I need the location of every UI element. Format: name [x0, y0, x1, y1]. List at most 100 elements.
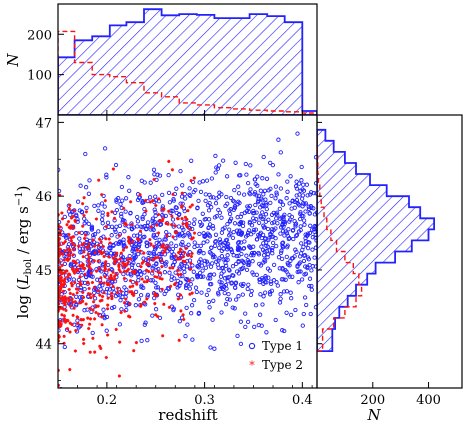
type2-point: [177, 338, 181, 342]
type1-point: [245, 319, 251, 325]
type1-point: [136, 251, 141, 257]
type1-point: [121, 240, 126, 245]
type1-point: [197, 219, 203, 225]
type1-point: [182, 269, 187, 275]
type2-point: [141, 260, 146, 264]
type2-point: [132, 349, 136, 353]
type2-point: [97, 237, 102, 241]
type1-point: [201, 274, 206, 279]
type1-point: [259, 244, 264, 249]
type1-point: [230, 305, 235, 310]
type1-point: [274, 279, 279, 285]
type1-point: [131, 244, 136, 249]
type1-point: [308, 311, 313, 317]
top-histogram-y-ticks: 100 200: [27, 28, 303, 115]
type1-point: [303, 264, 308, 269]
type2-point: [78, 275, 82, 279]
type1-point: [245, 258, 250, 263]
type2-point: [67, 232, 71, 237]
type1-point: [154, 267, 159, 273]
type2-point: [108, 241, 112, 245]
type1-point: [281, 214, 286, 219]
type2-point: [93, 251, 97, 255]
type2-point: [128, 290, 132, 294]
type1-point: [75, 283, 81, 288]
type1-point: [282, 221, 287, 226]
type1-point: [198, 243, 203, 249]
type1-point: [261, 294, 266, 299]
type1-point: [188, 282, 193, 287]
type2-point: [135, 237, 140, 241]
type1-point: [219, 215, 224, 220]
type1-point: [119, 307, 124, 312]
type1-point: [284, 254, 289, 260]
type2-point: [130, 223, 134, 227]
type1-point: [233, 280, 239, 285]
type1-point: [260, 302, 265, 307]
type1-point: [157, 251, 162, 257]
type1-point: [285, 179, 290, 184]
type2-point: [100, 193, 104, 197]
type1-point: [142, 212, 147, 217]
type2-point: [161, 334, 165, 338]
type2-point: [188, 227, 192, 231]
type1-point: [256, 198, 261, 203]
type1-point: [84, 219, 89, 224]
type1-point: [146, 250, 151, 256]
type1-point: [217, 279, 222, 284]
type1-point: [240, 220, 246, 225]
type1-point: [232, 285, 238, 290]
type1-point: [150, 218, 155, 223]
type1-point: [226, 267, 231, 272]
type1-point: [221, 269, 226, 274]
type1-point: [284, 269, 289, 274]
type1-point: [243, 161, 248, 167]
type1-point: [206, 208, 212, 213]
type2-point: [68, 368, 72, 372]
type1-point: [153, 209, 158, 215]
type1-point: [184, 264, 190, 269]
type2-point: [60, 313, 64, 317]
type2-point: [161, 245, 165, 249]
type1-point: [243, 311, 248, 316]
type1-point: [276, 255, 282, 260]
type2-point: [77, 231, 81, 235]
type1-point: [257, 312, 263, 317]
type2-point: [104, 355, 108, 360]
type2-point: [70, 241, 74, 246]
type2-point: [102, 281, 106, 285]
type1-point: [302, 222, 307, 227]
type2-point: [154, 256, 158, 260]
type1-point: [275, 283, 280, 288]
type2-point: [76, 321, 80, 325]
type2-point: [190, 291, 194, 295]
type1-point: [217, 245, 222, 250]
type1-point: [233, 160, 238, 165]
type2-point: [93, 317, 97, 321]
type1-point: [227, 297, 233, 302]
type2-point: [73, 280, 77, 284]
type1-point: [119, 211, 124, 217]
type1-point: [187, 186, 192, 191]
type2-point: [162, 302, 166, 306]
type1-point: [177, 265, 182, 270]
type1-point: [83, 185, 89, 190]
type1-point: [166, 190, 172, 196]
type2-point: [58, 259, 61, 263]
type2-point: [138, 193, 142, 197]
type2-point: [125, 245, 129, 249]
type1-point: [66, 242, 72, 247]
type1-point: [265, 244, 271, 249]
type2-point: [153, 302, 157, 306]
type1-point: [237, 200, 242, 206]
type2-point: [71, 214, 76, 218]
type1-point: [280, 240, 286, 245]
type1-point: [285, 189, 290, 194]
type2-point: [69, 281, 73, 285]
type1-point: [198, 223, 204, 229]
type2-point: [98, 293, 102, 297]
type2-point: [67, 287, 71, 292]
type1-point: [140, 200, 145, 206]
type1-point: [247, 245, 253, 250]
